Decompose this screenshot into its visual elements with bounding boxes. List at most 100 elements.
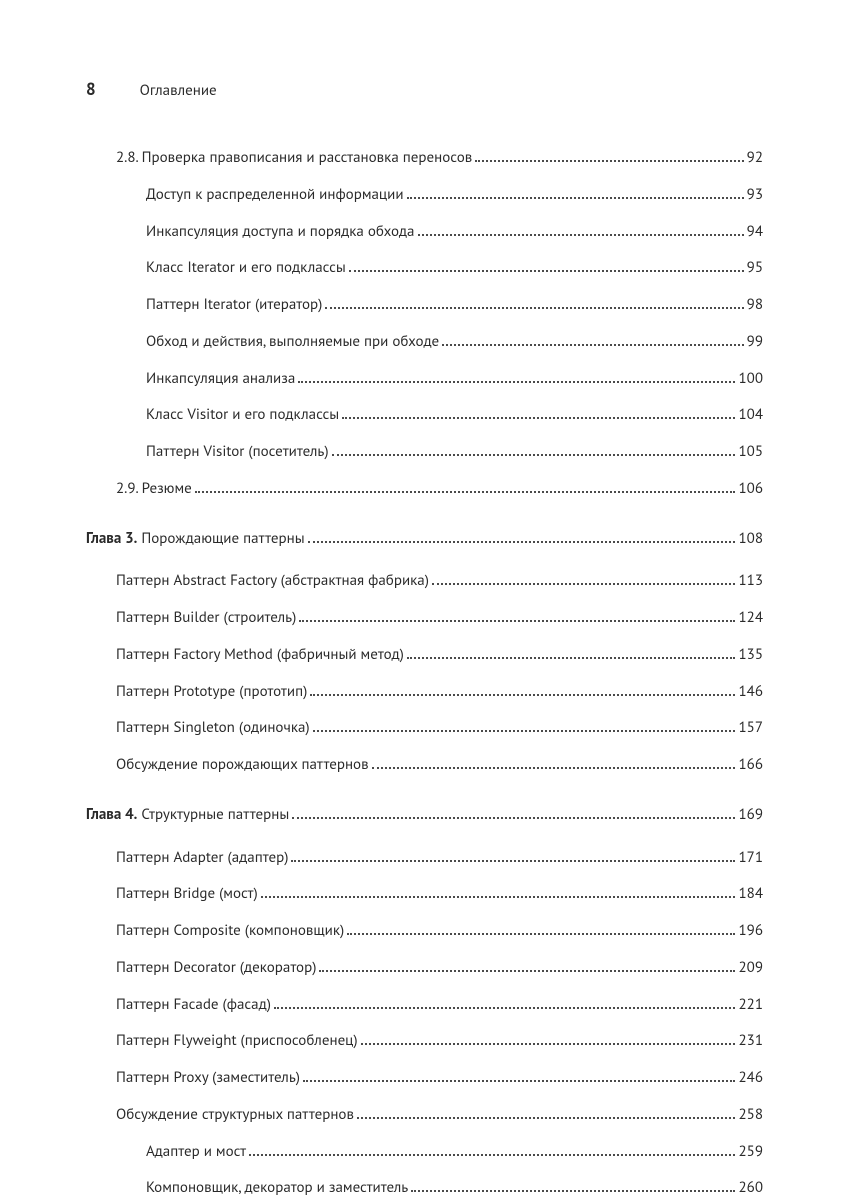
toc-page: 105: [738, 442, 763, 462]
toc-label: Доступ к распределенной информации: [146, 185, 404, 205]
toc-entry-ch3-1: Паттерн Builder (строитель) 124: [116, 608, 763, 628]
toc-entry-ch4-1: Паттерн Bridge (мост) 184: [116, 884, 763, 904]
toc-chapter-label-rest: Структурные паттерны: [137, 805, 289, 824]
toc-entry-ch3-5: Обсуждение порождающих паттернов 166: [116, 755, 763, 775]
toc-label: Паттерн Proxy (заместитель): [116, 1068, 300, 1088]
toc-entry-sec28-7: Паттерн Visitor (посетитель)105: [116, 442, 763, 462]
toc-leader: [418, 234, 744, 236]
toc-page: 246: [738, 1068, 763, 1088]
toc-entry-ch4-7: Обсуждение структурных паттернов258: [116, 1105, 763, 1125]
toc-leader: [292, 817, 735, 819]
toc-page: 106: [738, 479, 763, 499]
toc-page: 93: [747, 185, 763, 205]
toc-leader: [349, 270, 744, 272]
toc-label: Паттерн Flyweight (приспособленец): [116, 1031, 358, 1051]
toc-page: 108: [738, 529, 763, 549]
toc-label: Обход и действия, выполняемые при обходе: [146, 332, 439, 352]
toc-leader: [319, 970, 735, 972]
toc-page: 169: [738, 805, 763, 825]
toc-label: Паттерн Bridge (мост): [116, 884, 258, 904]
page-header: 8 Оглавление: [86, 78, 763, 100]
toc-leader: [310, 694, 735, 696]
toc-leader: [475, 160, 743, 162]
toc-entry-ch3-0: Паттерн Abstract Factory (абстрактная фа…: [116, 571, 763, 591]
toc-leader: [298, 381, 735, 383]
toc-leader: [411, 1190, 735, 1192]
toc-leader: [195, 491, 736, 493]
toc-entry-section-2-8: 2.8. Проверка правописания и расстановка…: [116, 148, 763, 168]
toc-entry-ch3-3: Паттерн Prototype (прототип) 146: [116, 682, 763, 702]
toc-page: 157: [738, 718, 763, 738]
toc-leader: [407, 657, 736, 659]
toc-page: 100: [738, 369, 763, 389]
toc-chapter-label-rest: Порождающие паттерны: [137, 529, 304, 548]
toc-page: 92: [747, 148, 763, 168]
toc-label: Паттерн Prototype (прототип): [116, 682, 307, 702]
toc-entry-ch4-sub-1: Компоновщик, декоратор и заместитель 260: [116, 1178, 763, 1198]
toc-chapter-label-bold: Глава 4.: [86, 805, 137, 824]
toc-leader: [291, 860, 735, 862]
toc-page: 259: [738, 1142, 763, 1162]
toc-label: Паттерн Abstract Factory (абстрактная фа…: [116, 571, 429, 591]
toc-page: 146: [738, 682, 763, 702]
toc-leader: [347, 933, 735, 935]
toc-page: 184: [738, 884, 763, 904]
toc-leader: [308, 541, 736, 543]
toc-page: 166: [738, 755, 763, 775]
toc-label: Глава 4. Структурные паттерны: [86, 805, 289, 825]
toc-page: 171: [738, 848, 763, 868]
toc-label: 2.9. Резюме: [116, 479, 192, 499]
toc-page: 196: [738, 921, 763, 941]
toc-entry-sec28-3: Паттерн Iterator (итератор)98: [116, 295, 763, 315]
toc-label: Паттерн Builder (строитель): [116, 608, 296, 628]
toc-entry-ch4-2: Паттерн Composite (компоновщик) 196: [116, 921, 763, 941]
toc-page: 260: [738, 1178, 763, 1198]
page-number: 8: [86, 78, 96, 100]
toc-label: Паттерн Composite (компоновщик): [116, 921, 344, 941]
toc-leader: [299, 620, 735, 622]
toc-entry-section-2-9: 2.9. Резюме 106: [116, 479, 763, 499]
toc-leader: [332, 454, 736, 456]
toc-entry-sec28-2: Класс Iterator и его подклассы 95: [116, 258, 763, 278]
toc-label: Паттерн Decorator (декоратор): [116, 958, 316, 978]
toc-entry-ch4-sub-0: Адаптер и мост 259: [116, 1142, 763, 1162]
toc-entry-sec28-0: Доступ к распределенной информации 93: [116, 185, 763, 205]
toc-label: 2.8. Проверка правописания и расстановка…: [116, 148, 472, 168]
toc-leader: [342, 417, 735, 419]
toc-label: Компоновщик, декоратор и заместитель: [146, 1178, 408, 1198]
toc-leader: [261, 896, 736, 898]
toc-page: 221: [738, 995, 763, 1015]
toc-leader: [249, 1154, 735, 1156]
toc-page: 95: [747, 258, 763, 278]
toc-leader: [407, 197, 744, 199]
toc-entry-ch4-0: Паттерн Adapter (адаптер) 171: [116, 848, 763, 868]
toc-label: Инкапсуляция доступа и порядка обхода: [146, 222, 415, 242]
toc-leader: [274, 1007, 736, 1009]
toc-entry-ch4-3: Паттерн Decorator (декоратор) 209: [116, 958, 763, 978]
toc-page: 94: [747, 222, 763, 242]
toc-label: Инкапсуляция анализа: [146, 369, 295, 389]
toc-label: Класс Iterator и его подклассы: [146, 258, 346, 278]
toc-leader: [303, 1080, 735, 1082]
toc-page: 113: [738, 571, 763, 591]
toc-leader: [357, 1117, 736, 1119]
toc-page: 209: [738, 958, 763, 978]
toc-label: Паттерн Adapter (адаптер): [116, 848, 288, 868]
toc-label: Паттерн Facade (фасад): [116, 995, 271, 1015]
toc-page: 99: [747, 332, 763, 352]
toc-label: Обсуждение порождающих паттернов: [116, 755, 369, 775]
toc-entry-chapter-3: Глава 3. Порождающие паттерны 108: [86, 529, 763, 549]
toc-entry-ch3-4: Паттерн Singleton (одиночка)157: [116, 718, 763, 738]
toc-entry-chapter-4: Глава 4. Структурные паттерны 169: [86, 805, 763, 825]
toc-page: 135: [738, 645, 763, 665]
toc-leader: [442, 344, 743, 346]
toc-leader: [432, 583, 736, 585]
toc-entry-sec28-1: Инкапсуляция доступа и порядка обхода 94: [116, 222, 763, 242]
toc-entry-ch4-5: Паттерн Flyweight (приспособленец)231: [116, 1031, 763, 1051]
toc-entry-sec28-4: Обход и действия, выполняемые при обходе…: [116, 332, 763, 352]
toc-leader: [325, 307, 743, 309]
toc-label: Адаптер и мост: [146, 1142, 246, 1162]
page-section-title: Оглавление: [140, 81, 217, 100]
toc-page: 124: [738, 608, 763, 628]
toc-leader: [372, 767, 736, 769]
